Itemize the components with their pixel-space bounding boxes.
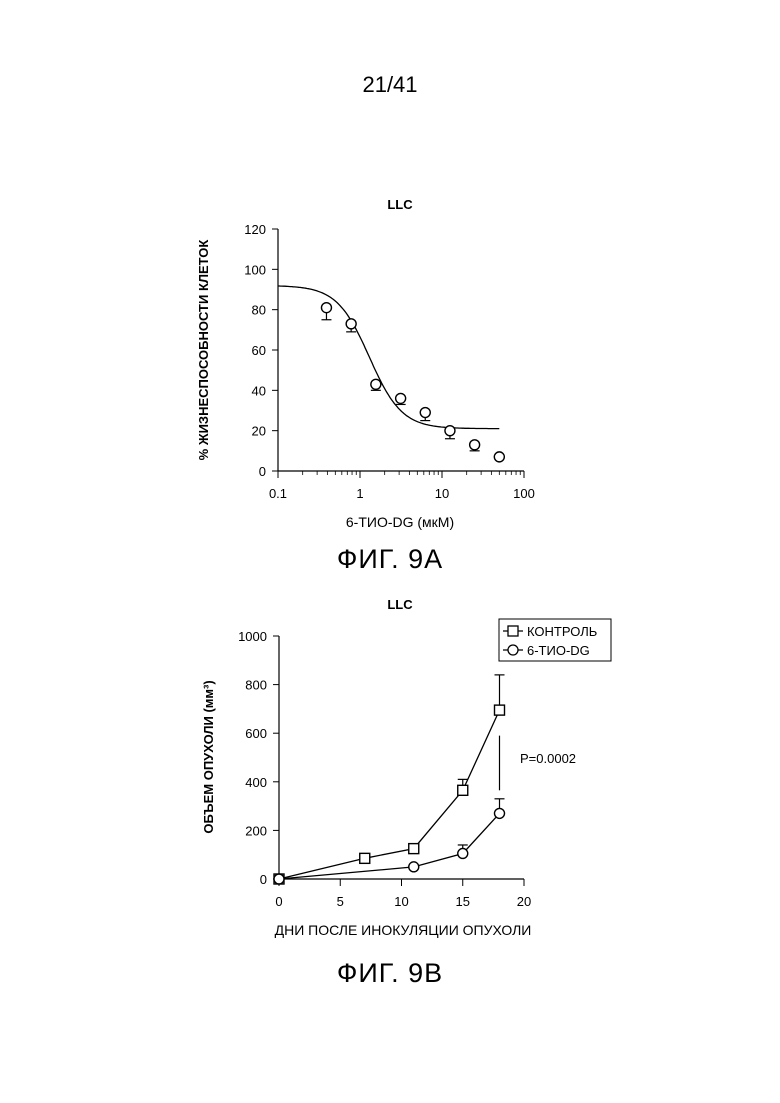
data-point: [495, 808, 505, 818]
figure-caption-9a: ФИГ. 9A: [0, 544, 780, 575]
data-point: [458, 848, 468, 858]
legend-label: КОНТРОЛЬ: [527, 624, 597, 639]
y-tick-label: 400: [245, 775, 267, 790]
y-axis-label: ОБЪЕМ ОПУХОЛИ (мм³): [201, 680, 216, 833]
data-point: [458, 785, 468, 795]
data-point: [409, 844, 419, 854]
data-point: [409, 862, 419, 872]
data-point: [360, 853, 370, 863]
y-tick-label: 1000: [238, 629, 267, 644]
y-tick-label: 0: [260, 872, 267, 887]
y-tick-label: 600: [245, 726, 267, 741]
y-tick-label: 800: [245, 678, 267, 693]
data-point: [495, 705, 505, 715]
legend-marker: [508, 626, 518, 636]
series-line: [279, 813, 500, 879]
x-axis-label: ДНИ ПОСЛЕ ИНОКУЛЯЦИИ ОПУХОЛИ: [275, 922, 532, 938]
x-tick-label: 15: [456, 894, 470, 909]
legend-label: 6-ТИО-DG: [527, 643, 590, 658]
legend-marker: [508, 645, 518, 655]
legend: КОНТРОЛЬ 6-ТИО-DG: [499, 619, 611, 661]
data-point: [274, 874, 284, 884]
x-tick-label: 0: [275, 894, 282, 909]
chart-title: LLC: [387, 597, 413, 612]
p-value-annotation: P=0.0002: [520, 751, 576, 766]
x-tick-label: 5: [337, 894, 344, 909]
x-tick-label: 10: [394, 894, 408, 909]
x-tick-label: 20: [517, 894, 531, 909]
figure-caption-9b: ФИГ. 9B: [0, 958, 780, 989]
y-tick-label: 200: [245, 823, 267, 838]
